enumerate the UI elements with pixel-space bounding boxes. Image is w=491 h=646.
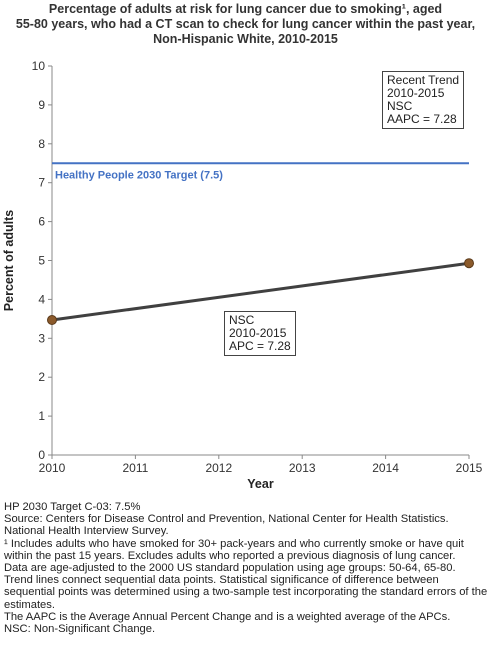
y-tick-label: 7	[38, 176, 45, 190]
y-axis-title: Percent of adults	[2, 210, 16, 311]
series-group	[47, 258, 474, 326]
x-tick-label: 2014	[372, 461, 399, 475]
trend-line	[51, 261, 470, 322]
x-tick-label: 2013	[289, 461, 316, 475]
x-tick-label: 2012	[205, 461, 232, 475]
target-label: Healthy People 2030 Target (7.5)	[55, 169, 223, 181]
recent-trend-period: 2010-2015	[387, 86, 445, 100]
footnote-aapc: The AAPC is the Average Annual Percent C…	[4, 610, 451, 623]
y-tick-label: 9	[38, 98, 45, 112]
x-tick-label: 2010	[39, 461, 66, 475]
recent-trend-heading: Recent Trend	[387, 73, 460, 87]
data-point	[464, 258, 474, 269]
recent-trend-aapc: AAPC = 7.28	[387, 112, 457, 126]
x-tick-label: 2011	[122, 461, 148, 475]
chart-title-line-2: 55-80 years, who had a CT scan to check …	[15, 17, 476, 31]
segment-apc: APC = 7.28	[229, 339, 291, 353]
data-point	[47, 315, 57, 326]
recent-trend-box: Recent Trend 2010-2015 NSC AAPC = 7.28	[382, 71, 465, 129]
footnote-age-adjustment: Data are age-adjusted to the 2000 US sta…	[4, 562, 456, 575]
segment-period: 2010-2015	[229, 326, 287, 340]
tick-labels: 0 1 2 3 4 5 6 7 8 9 10 2010 2011 2012 2013 2014 2015	[32, 59, 483, 475]
y-tick-label: 3	[38, 331, 45, 345]
axes	[48, 65, 470, 459]
chart-title: Percentage of adults at risk for lung ca…	[0, 2, 491, 47]
chart-title-line-1: Percentage of adults at risk for lung ca…	[48, 2, 443, 16]
footnote-target: HP 2030 Target C-03: 7.5%	[4, 501, 141, 513]
x-tick-label: 2015	[456, 461, 483, 475]
y-tick-label: 2	[38, 370, 45, 384]
line-chart: 0 1 2 3 4 5 6 7 8 9 10 2010 2011 2012 2013 2014 2015 Hea…	[2, 59, 483, 491]
y-tick-label: 5	[38, 254, 45, 268]
footnote-nsc: NSC: Non-Significant Change.	[4, 623, 156, 636]
y-tick-label: 8	[38, 137, 45, 151]
y-tick-label: 6	[38, 215, 45, 229]
y-tick-label: 0	[38, 448, 45, 462]
segment-significance: NSC	[229, 313, 255, 327]
target-line-group: Healthy People 2030 Target (7.5)	[52, 162, 469, 181]
y-tick-label: 4	[38, 292, 45, 306]
segment-trend-box: NSC 2010-2015 APC = 7.28	[224, 311, 296, 356]
footnotes: HP 2030 Target C-03: 7.5% Source: Center…	[4, 501, 488, 635]
footnote-definition: ¹ Includes adults who have smoked for 30…	[4, 537, 464, 562]
footnote-source: Source: Centers for Disease Control and …	[4, 513, 449, 538]
footnote-trend-method: Trend lines connect sequential data poin…	[4, 574, 488, 611]
y-tick-label: 1	[38, 409, 45, 423]
y-tick-label: 10	[32, 59, 46, 73]
recent-trend-significance: NSC	[387, 99, 413, 113]
chart-title-line-3: Non-Hispanic White, 2010-2015	[153, 32, 338, 46]
x-axis-title: Year	[247, 477, 274, 491]
